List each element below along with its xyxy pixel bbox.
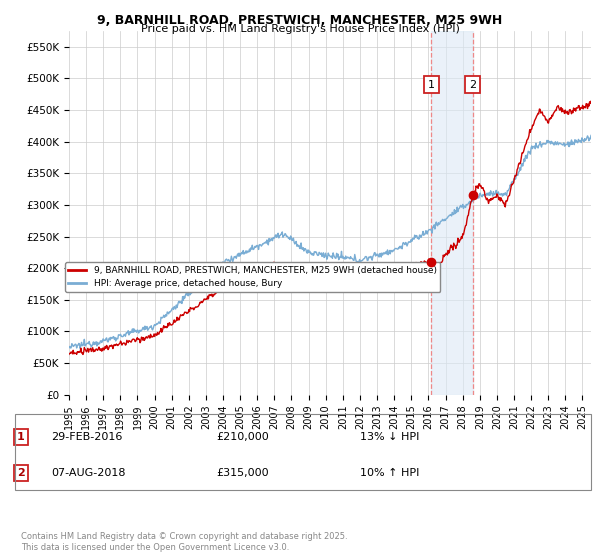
Text: 13% ↓ HPI: 13% ↓ HPI <box>360 432 419 442</box>
Text: 29-FEB-2016: 29-FEB-2016 <box>51 432 122 442</box>
Text: 1: 1 <box>17 432 25 442</box>
Bar <box>431 31 473 395</box>
Text: 2: 2 <box>17 468 25 478</box>
Text: 9, BARNHILL ROAD, PRESTWICH, MANCHESTER, M25 9WH: 9, BARNHILL ROAD, PRESTWICH, MANCHESTER,… <box>97 14 503 27</box>
Text: £210,000: £210,000 <box>216 432 269 442</box>
Text: Price paid vs. HM Land Registry's House Price Index (HPI): Price paid vs. HM Land Registry's House … <box>140 24 460 34</box>
Text: Contains HM Land Registry data © Crown copyright and database right 2025.
This d: Contains HM Land Registry data © Crown c… <box>21 532 347 552</box>
Legend: 9, BARNHILL ROAD, PRESTWICH, MANCHESTER, M25 9WH (detached house), HPI: Average : 9, BARNHILL ROAD, PRESTWICH, MANCHESTER,… <box>65 262 440 292</box>
Text: 2: 2 <box>469 80 476 90</box>
Text: 07-AUG-2018: 07-AUG-2018 <box>51 468 125 478</box>
Text: 10% ↑ HPI: 10% ↑ HPI <box>360 468 419 478</box>
Text: £315,000: £315,000 <box>216 468 269 478</box>
Text: 1: 1 <box>428 80 434 90</box>
